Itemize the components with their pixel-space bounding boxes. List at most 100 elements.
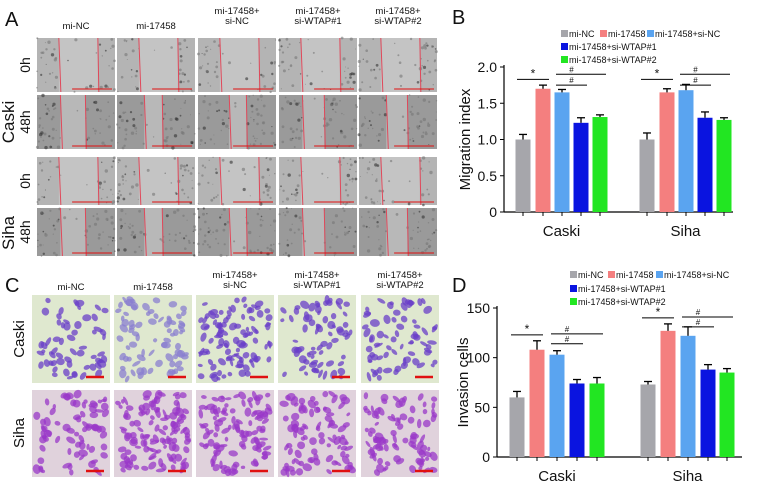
stained-cell: [146, 446, 154, 453]
cell-speck: [294, 214, 298, 218]
cell-speck: [106, 196, 109, 199]
stained-cell: [393, 369, 399, 375]
stained-cell: [259, 428, 266, 434]
cell-speck: [361, 81, 364, 84]
cell-speck: [212, 156, 214, 159]
cell-speck: [389, 159, 393, 163]
cell-line-label: Siha: [11, 417, 28, 448]
cell-speck: [135, 86, 137, 88]
stained-cell: [306, 352, 312, 358]
cell-speck: [256, 138, 258, 140]
stained-cell: [333, 436, 342, 445]
stained-cell: [56, 319, 62, 326]
stained-cell: [295, 347, 302, 354]
cell-speck: [351, 177, 354, 180]
cell-speck: [183, 168, 187, 172]
bar-mi-17458: [660, 330, 676, 457]
stained-cell: [148, 349, 155, 357]
column-label: si-WTAP#2: [374, 16, 421, 27]
cell-speck: [370, 110, 372, 112]
cell-speck: [342, 57, 346, 61]
cell-speck: [407, 202, 411, 206]
cell-speck: [353, 118, 357, 123]
column-label: mi-17458+: [375, 6, 421, 17]
stained-cell: [226, 356, 235, 361]
stained-cell: [228, 450, 238, 457]
stained-cell: [279, 400, 289, 407]
stained-cell: [280, 318, 285, 323]
stained-cell: [227, 371, 233, 377]
stained-cell: [95, 369, 103, 378]
y-tick-label: 2.0: [478, 59, 498, 75]
stained-cell: [82, 421, 90, 429]
cell-speck: [129, 223, 131, 225]
scratch-edge-line: [177, 37, 180, 93]
stained-cell: [402, 437, 409, 444]
cell-speck: [357, 59, 361, 64]
cell-speck: [181, 90, 184, 93]
bar-mi-17458-si-wtap-1: [697, 117, 713, 212]
stained-cell: [415, 457, 422, 464]
invasion-image: [32, 389, 110, 477]
cell-speck: [202, 65, 204, 67]
cell-speck: [191, 187, 194, 190]
cell-speck: [114, 250, 116, 252]
invasion-image: [278, 390, 356, 478]
cell-speck: [117, 192, 119, 195]
stained-cell: [331, 394, 338, 404]
cell-speck: [178, 68, 182, 72]
cell-speck: [187, 196, 190, 199]
stained-cell: [176, 349, 186, 358]
cell-speck: [289, 102, 293, 106]
stained-cell: [280, 307, 287, 314]
stained-cell: [307, 399, 316, 409]
cell-speck: [41, 51, 45, 54]
cell-speck: [374, 76, 377, 80]
cell-speck: [307, 39, 309, 41]
stained-cell: [413, 324, 421, 329]
cell-speck: [190, 89, 193, 92]
cell-speck: [59, 137, 61, 139]
stained-cell: [116, 335, 124, 342]
cell-speck: [365, 49, 369, 52]
cell-speck: [135, 70, 139, 73]
cell-speck: [272, 219, 277, 223]
cell-speck: [197, 127, 201, 130]
cell-speck: [215, 65, 219, 69]
cell-speck: [418, 125, 421, 127]
y-axis-label: Invasion cells: [455, 337, 472, 427]
cell-speck: [45, 63, 47, 65]
cell-speck: [49, 209, 52, 212]
cell-speck: [97, 236, 101, 240]
stained-cell: [363, 408, 370, 414]
cell-speck: [344, 70, 346, 72]
stained-cell: [340, 450, 346, 458]
stained-cell: [119, 352, 126, 361]
bar-mi-17458-si-nc: [678, 90, 694, 212]
stained-cell: [158, 428, 167, 436]
cell-speck: [259, 94, 263, 98]
stained-cell: [72, 414, 81, 420]
cell-speck: [119, 218, 123, 222]
wound-gap: [229, 95, 247, 149]
bar-mi-nc: [509, 397, 525, 457]
cell-speck: [414, 63, 417, 67]
cell-speck: [349, 86, 351, 89]
stained-cell: [365, 345, 373, 353]
cell-speck: [245, 77, 249, 81]
cell-speck: [425, 42, 428, 45]
stained-cell: [226, 310, 232, 317]
cell-speck: [285, 37, 289, 41]
cell-speck: [368, 227, 370, 229]
stained-cell: [56, 313, 62, 320]
stained-cell: [74, 431, 80, 437]
cell-speck: [63, 216, 67, 220]
cell-speck: [424, 249, 427, 252]
cell-speck: [430, 239, 432, 242]
stained-cell: [363, 311, 371, 318]
cell-speck: [372, 127, 374, 130]
cell-speck: [203, 53, 206, 56]
cell-speck: [395, 213, 399, 216]
cell-speck: [192, 230, 194, 232]
cell-speck: [331, 221, 335, 225]
